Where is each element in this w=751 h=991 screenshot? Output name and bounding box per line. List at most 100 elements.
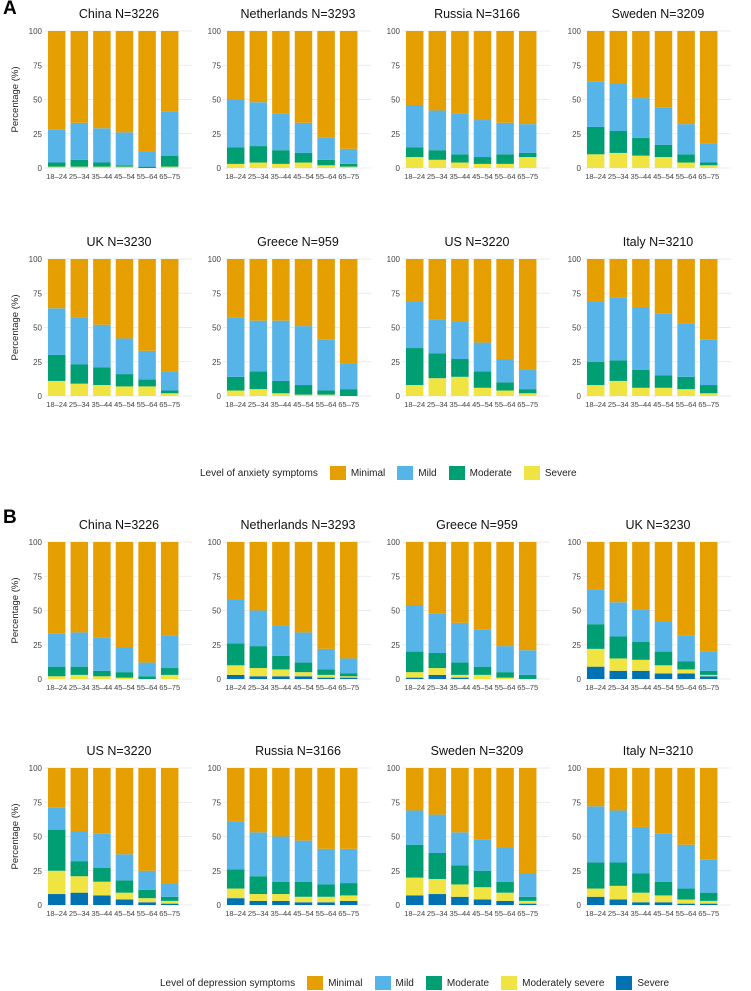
bar-segment-moderate: [586, 126, 605, 155]
x-tick-label: 55–64: [495, 909, 516, 918]
x-tick-label: 25–34: [248, 909, 269, 918]
bar-segment-mild: [609, 297, 628, 361]
bar-segment-severe: [317, 677, 335, 679]
bar-segment-minimal: [677, 768, 695, 845]
y-tick-label: 50: [212, 96, 221, 105]
x-tick-label: 35–44: [270, 400, 291, 409]
x-tick-label: 18–24: [225, 172, 246, 181]
bar-segment-minimal: [160, 31, 179, 112]
y-tick-label: 0: [577, 164, 582, 173]
bar-segment-severe: [632, 902, 650, 905]
bar-segment-severe: [586, 666, 605, 679]
bar-segment-moderate: [93, 670, 111, 677]
y-tick-label: 50: [212, 324, 221, 333]
y-tick-label: 100: [568, 764, 582, 773]
bar-segment-minimal: [699, 768, 718, 860]
chart-title: China N=3226: [79, 7, 159, 21]
bar-segment-moderately-severe: [428, 878, 447, 895]
bar-segment-severe: [586, 896, 605, 905]
bar-segment-moderate: [317, 159, 335, 166]
bar-segment-minimal: [451, 31, 469, 114]
x-tick-label: 45–54: [114, 683, 135, 692]
bar-segment-severe: [138, 386, 156, 396]
bar-segment-mild: [70, 122, 89, 160]
bar-segment-minimal: [451, 768, 469, 833]
bar-segment-minimal: [496, 31, 514, 123]
bar-segment-moderate: [632, 642, 650, 660]
chart-title: US N=3220: [445, 235, 510, 249]
bar-segment-minimal: [677, 31, 695, 125]
bar-segment-severe: [115, 899, 134, 905]
bar-segment-moderately-severe: [405, 877, 424, 896]
bar-segment-severe: [115, 386, 134, 396]
chart-title: China N=3226: [79, 518, 159, 532]
chart-title: Italy N=3210: [623, 744, 694, 758]
x-tick-label: 35–44: [91, 683, 112, 692]
bar-segment-moderate: [473, 371, 492, 388]
x-tick-label: 25–34: [427, 400, 448, 409]
bar-segment-severe: [226, 674, 245, 679]
bar-segment-mild: [226, 599, 245, 644]
bar-segment-moderate: [586, 862, 605, 889]
chart-a-sweden-n-3209: 0 25 50 75 100 18–24 25–34 35–44 45–54 55–64 65–75…: [568, 7, 731, 181]
bar-segment-moderate: [339, 389, 358, 396]
bar-segment-moderate: [586, 624, 605, 649]
y-axis-label: Percentage (%): [10, 294, 21, 360]
y-tick-label: 50: [33, 607, 42, 616]
legend-swatch-severe: [523, 466, 540, 480]
bar-segment-severe: [586, 154, 605, 168]
bar-segment-minimal: [294, 768, 313, 841]
bar-segment-mild: [518, 124, 537, 153]
bar-segment-moderate: [138, 379, 156, 387]
y-tick-label: 0: [38, 392, 43, 401]
bar-segment-minimal: [496, 768, 514, 848]
bar-segment-minimal: [93, 768, 111, 834]
bar-segment-severe: [428, 159, 447, 168]
y-tick-label: 50: [572, 607, 581, 616]
x-tick-label: 35–44: [270, 683, 291, 692]
x-tick-label: 45–54: [472, 683, 493, 692]
bar-segment-minimal: [249, 31, 268, 103]
bar-segment-moderate: [160, 155, 179, 167]
bar-segment-moderately-severe: [654, 895, 673, 903]
chart-title: Russia N=3166: [434, 7, 520, 21]
bar-segment-moderate: [609, 862, 628, 886]
x-tick-label: 55–64: [316, 909, 337, 918]
y-tick-label: 75: [33, 61, 42, 70]
bar-segment-moderate: [93, 868, 111, 882]
chart-title: UK N=3230: [87, 235, 152, 249]
legend-swatch-moderate: [425, 976, 442, 990]
bar-segment-minimal: [317, 542, 335, 649]
bar-segment-moderate: [294, 881, 313, 897]
bar-segment-mild: [226, 99, 245, 148]
y-tick-label: 0: [396, 901, 401, 910]
legend-swatch-minimal: [329, 466, 346, 480]
chart-b-china-n-3226: 0 25 50 75 100 18–24 25–34 35–44 45–54 55–64 65–75…: [10, 518, 192, 692]
bar-segment-moderate: [226, 376, 245, 391]
chart-b-italy-n-3210: 0 25 50 75 100 18–24 25–34 35–44 45–54 55–64 65–75…: [568, 744, 731, 918]
bar-segment-severe: [632, 155, 650, 168]
x-tick-label: 45–54: [293, 909, 314, 918]
bar-segment-moderately-severe: [428, 668, 447, 675]
bar-segment-minimal: [496, 259, 514, 360]
x-tick-label: 18–24: [225, 909, 246, 918]
x-tick-label: 45–54: [114, 909, 135, 918]
bar-segment-minimal: [586, 31, 605, 82]
bar-segment-mild: [317, 339, 335, 391]
legend-item-moderate: Moderate: [425, 976, 489, 990]
bar-segment-mild: [496, 847, 514, 882]
bar-segment-minimal: [47, 768, 66, 808]
bar-segment-minimal: [428, 768, 447, 815]
bar-segment-minimal: [586, 768, 605, 807]
chart-a-china-n-3226: 0 25 50 75 100 18–24 25–34 35–44 45–54 55–64 65–75…: [10, 7, 192, 181]
bar-segment-moderate: [405, 348, 424, 386]
bar-segment-moderate: [451, 359, 469, 377]
bar-segment-mild: [699, 143, 718, 163]
bar-segment-mild: [632, 306, 650, 370]
bar-segment-minimal: [115, 768, 134, 855]
x-tick-label: 25–34: [248, 400, 269, 409]
bar-segment-minimal: [339, 31, 358, 149]
chart-title: Sweden N=3209: [612, 7, 705, 21]
bar-segment-mild: [70, 317, 89, 365]
bar-segment-mild: [428, 613, 447, 653]
